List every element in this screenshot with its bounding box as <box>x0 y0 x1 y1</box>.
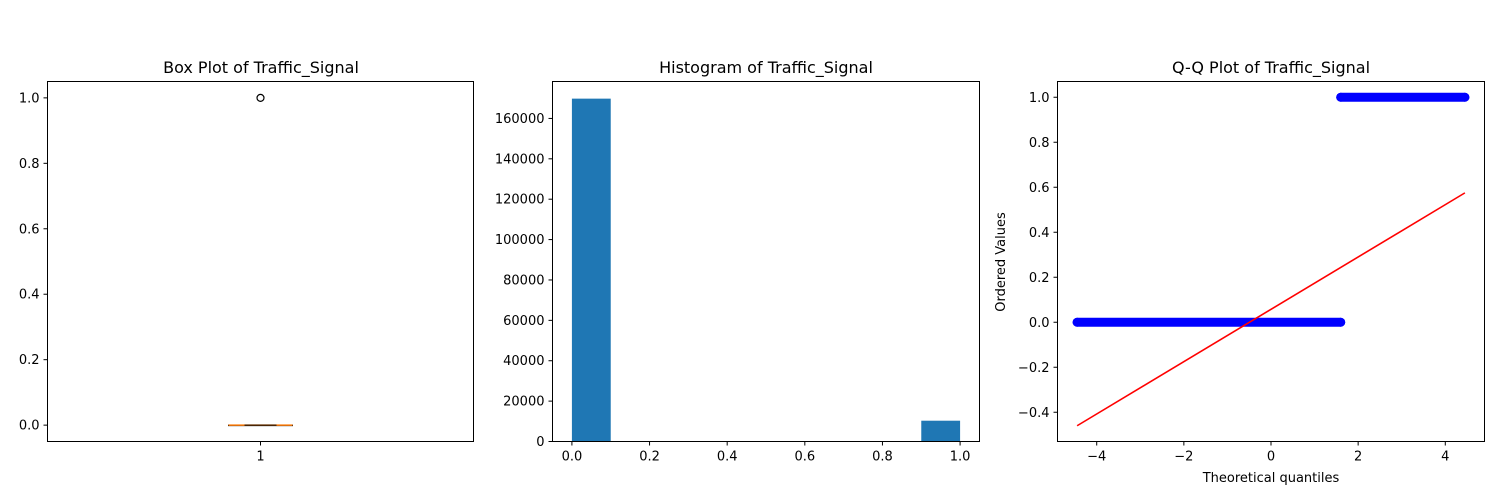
box-y-tick-label: 0.6 <box>19 222 40 237</box>
qq-plot-frame <box>1057 81 1485 442</box>
hist-y-tick-label: 40000 <box>503 354 544 369</box>
qq-y-tick-label: 0.2 <box>1029 271 1050 286</box>
qq-x-axis-label: Theoretical quantiles <box>1202 471 1340 486</box>
hist-y-tick-label: 140000 <box>495 152 545 167</box>
hist-x-tick-label: 0.2 <box>639 450 660 465</box>
qq-x-tick-label: −2 <box>1174 450 1193 465</box>
box-y-tick-label: 1.0 <box>19 91 40 106</box>
hist-y-tick-label: 20000 <box>503 395 544 410</box>
hist-y-tick-label: 160000 <box>495 112 545 127</box>
box-y-tick-label: 0.0 <box>19 419 40 434</box>
histogram-marks <box>571 98 961 442</box>
box-plot-title: Box Plot of Traffic_Signal <box>163 58 359 78</box>
hist-y-tick-label: 120000 <box>495 193 545 208</box>
qq-x-tick-label: 4 <box>1441 450 1449 465</box>
qq-y-tick-label: −0.4 <box>1018 406 1050 421</box>
hist-y-tick-label: 60000 <box>503 314 544 329</box>
box-plot-marks <box>228 93 293 427</box>
box-plot-panel: Box Plot of Traffic_Signal 0.00.20.40.60… <box>19 58 474 465</box>
qq-point <box>1336 92 1346 102</box>
histogram-title: Histogram of Traffic_Signal <box>659 58 873 78</box>
qq-point <box>1072 317 1082 327</box>
qq-plot-axes: −0.4 −0.2 0.0 0.2 0.4 0.6 0.8 1.0 −4 −2 0 2 4 <box>1018 91 1450 465</box>
qq-x-tick-label: −4 <box>1087 450 1106 465</box>
box-x-tick-label: 1 <box>256 450 264 465</box>
qq-plot-marks <box>1072 92 1470 427</box>
hist-y-tick-label: 80000 <box>503 273 544 288</box>
hist-y-tick-label: 100000 <box>495 233 545 248</box>
box-y-tick-label: 0.2 <box>19 353 40 368</box>
qq-y-axis-label: Ordered Values <box>994 212 1009 312</box>
qq-plot-panel: Q-Q Plot of Traffic_Signal −0.4 −0.2 0.0 0.… <box>994 58 1485 486</box>
box-plot-axes: 0.0 0.2 0.4 0.6 0.8 1.0 1 <box>19 91 265 464</box>
qq-plot-title: Q-Q Plot of Traffic_Signal <box>1172 58 1370 78</box>
qq-point <box>1336 317 1346 327</box>
histogram-bar <box>571 98 611 442</box>
hist-x-tick-label: 0.6 <box>794 450 815 465</box>
hist-x-tick-label: 1.0 <box>950 450 971 465</box>
hist-x-tick-label: 0.8 <box>872 450 893 465</box>
box-y-tick-label: 0.8 <box>19 157 40 172</box>
qq-x-tick-label: 2 <box>1354 450 1362 465</box>
qq-point <box>1460 92 1470 102</box>
qq-y-tick-label: 1.0 <box>1029 91 1050 106</box>
qq-fit-line <box>1076 192 1466 427</box>
box-plot-frame <box>47 81 474 442</box>
qq-y-tick-label: 0.4 <box>1029 226 1050 241</box>
qq-x-tick-label: 0 <box>1267 450 1275 465</box>
hist-y-tick-label: 0 <box>536 435 544 450</box>
histogram-axes: 0 20000 40000 60000 80000 100000 120000 140000 1… <box>495 112 971 465</box>
qq-y-tick-label: −0.2 <box>1018 361 1050 376</box>
hist-x-tick-label: 0.0 <box>562 450 583 465</box>
box-plot-outlier <box>256 93 265 102</box>
hist-x-tick-label: 0.4 <box>717 450 738 465</box>
qq-y-tick-label: 0.0 <box>1029 316 1050 331</box>
qq-y-tick-label: 0.6 <box>1029 181 1050 196</box>
histogram-frame <box>552 81 980 442</box>
histogram-panel: Histogram of Traffic_Signal 0 20000 40000 6… <box>495 58 980 465</box>
histogram-bar <box>921 420 961 442</box>
qq-y-tick-label: 0.8 <box>1029 136 1050 151</box>
box-y-tick-label: 0.4 <box>19 288 40 303</box>
